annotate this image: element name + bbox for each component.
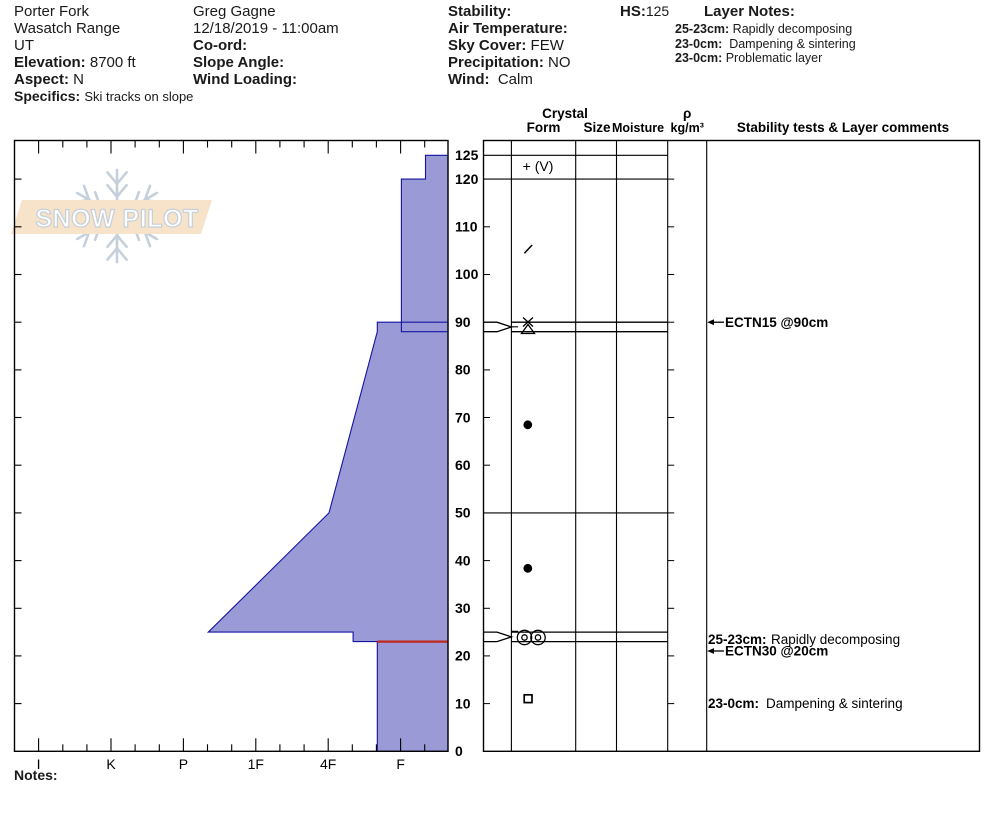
svg-text:+ (V): + (V) <box>523 158 554 174</box>
svg-text:Moisture: Moisture <box>612 121 664 135</box>
svg-text:Form: Form <box>527 120 561 135</box>
svg-text:ρ: ρ <box>683 106 691 121</box>
svg-text:Stability tests & Layer commen: Stability tests & Layer comments <box>737 120 949 135</box>
svg-text:ECTN15 @90cm: ECTN15 @90cm <box>725 315 828 330</box>
svg-text:kg/m³: kg/m³ <box>671 121 704 135</box>
svg-text:Size: Size <box>583 120 611 135</box>
svg-text:25-23cm:: 25-23cm: <box>708 632 767 647</box>
svg-text:Rapidly decomposing: Rapidly decomposing <box>771 632 900 647</box>
svg-text:23-0cm:: 23-0cm: <box>708 696 759 711</box>
svg-text:Dampening & sintering: Dampening & sintering <box>766 696 903 711</box>
svg-text:Crystal: Crystal <box>542 106 588 121</box>
